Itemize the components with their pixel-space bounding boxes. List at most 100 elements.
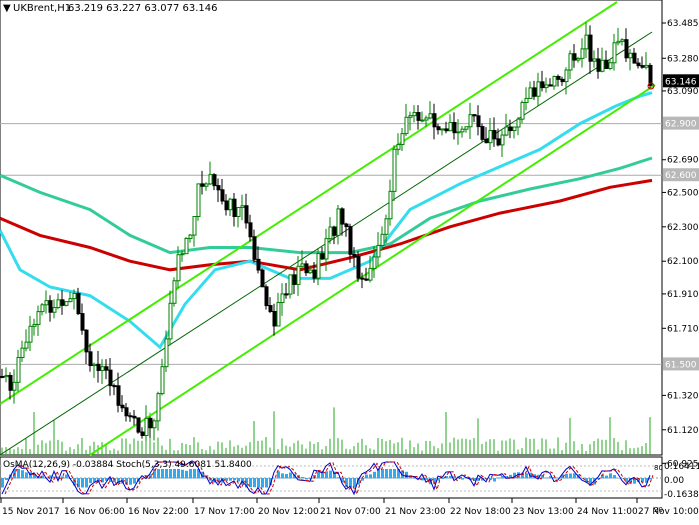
candle-body	[612, 42, 617, 64]
price-axis[interactable]: 63.485 63.280 63.090 62.690 62.500 62.300 62.1…	[662, 19, 699, 469]
candle-body	[260, 269, 265, 288]
candle-body	[384, 218, 389, 235]
candle-body	[420, 119, 425, 122]
candle-body	[124, 407, 129, 417]
candle-body	[192, 215, 197, 236]
indicator-axis[interactable]: 0.16411 0.00 -0.16387 80 20	[654, 462, 699, 514]
osma-bar	[89, 478, 92, 484]
osma-bar	[49, 475, 52, 479]
osma-bar	[605, 475, 608, 479]
candle-body	[516, 118, 521, 128]
candle-body	[4, 375, 9, 378]
candle-body	[252, 236, 257, 260]
osma-bar	[325, 471, 328, 479]
stoch-level-label: 20	[654, 506, 663, 514]
candle-body	[224, 200, 229, 211]
candle-body	[344, 223, 349, 228]
level-label: 62.900	[665, 120, 697, 130]
candle-body	[96, 363, 101, 371]
osma-bar	[77, 478, 80, 488]
candle-body	[572, 53, 577, 61]
osma-bar	[305, 478, 308, 480]
osma-bar	[421, 478, 424, 481]
candle-body	[324, 238, 329, 260]
candle-body	[596, 58, 601, 72]
candle-body	[208, 174, 213, 185]
osma-bar	[589, 478, 592, 486]
candle-body	[104, 366, 109, 371]
candle-body	[184, 237, 189, 255]
candle-body	[132, 415, 137, 419]
stoch-level-label: 80	[654, 464, 663, 472]
candle-body	[360, 277, 365, 280]
candle-body	[496, 138, 501, 146]
candle-body	[404, 116, 409, 135]
osma-bar	[237, 478, 240, 482]
candle-body	[396, 144, 401, 150]
candle-body	[216, 185, 221, 191]
osma-bar	[197, 469, 200, 479]
osma-bar	[609, 473, 612, 479]
candle-body	[244, 205, 249, 224]
osma-bar	[553, 477, 556, 479]
osma-bar	[273, 477, 276, 479]
candle-body	[28, 325, 33, 343]
candle-body	[604, 59, 609, 69]
candle-body	[536, 81, 541, 97]
time-tick-label: 27 Nov 10:00	[638, 507, 699, 517]
candle-body	[392, 148, 397, 192]
osma-bar	[449, 475, 452, 479]
candle-body	[176, 254, 181, 282]
osma-bar	[321, 471, 324, 479]
candle-body	[616, 40, 621, 44]
candle-body	[52, 307, 57, 313]
candle-body	[240, 205, 245, 208]
price-tick-label: 62.500	[667, 188, 699, 198]
osma-bar	[509, 474, 512, 479]
candle-body	[168, 302, 173, 340]
osma-bar	[153, 469, 156, 479]
candle-body	[24, 341, 29, 349]
osma-bar	[381, 469, 384, 479]
candle-body	[40, 304, 45, 313]
osma-bar	[233, 478, 236, 481]
candle-body	[368, 267, 373, 281]
price-tick-label: 61.120	[667, 426, 699, 436]
osma-bar	[385, 469, 388, 479]
candle-body	[44, 300, 49, 306]
osma-bar	[173, 469, 176, 479]
symbol-arrow-icon[interactable]: ▼	[3, 3, 11, 14]
osma-bar	[601, 474, 604, 479]
osma-bar	[585, 478, 588, 483]
candle-body	[36, 311, 41, 325]
osma-bar	[265, 478, 268, 488]
candle-body	[448, 122, 453, 132]
candle-body	[316, 253, 321, 279]
osma-bar	[21, 470, 24, 479]
level-label: 62.600	[665, 171, 697, 181]
osma-bar	[565, 473, 568, 479]
price-tick-label: 61.710	[667, 324, 699, 334]
time-tick-label: 21 Nov 07:00	[320, 507, 381, 517]
osma-bar	[545, 477, 548, 479]
level-label: 61.500	[665, 360, 697, 370]
candle-body	[152, 420, 157, 429]
candle-body	[148, 417, 153, 429]
candle-body	[552, 75, 557, 87]
osma-bar	[225, 478, 228, 481]
osma-bar	[165, 469, 168, 479]
time-axis[interactable]: 15 Nov 2017 16 Nov 06:00 16 Nov 22:00 17 No…	[0, 498, 699, 517]
osma-bar	[317, 471, 320, 479]
channel-upper-line[interactable]	[0, 1, 618, 405]
candle-body	[320, 253, 325, 260]
time-tick-label: 15 Nov 2017	[2, 507, 60, 517]
candle-body	[116, 385, 121, 406]
symbol-label: UKBrent,H1	[13, 3, 71, 14]
osma-bar	[1, 478, 4, 488]
candle-body	[568, 53, 573, 71]
indicator-tick-label: 0.16411	[664, 462, 699, 472]
osma-bar	[445, 476, 448, 479]
osma-bar	[649, 478, 652, 480]
